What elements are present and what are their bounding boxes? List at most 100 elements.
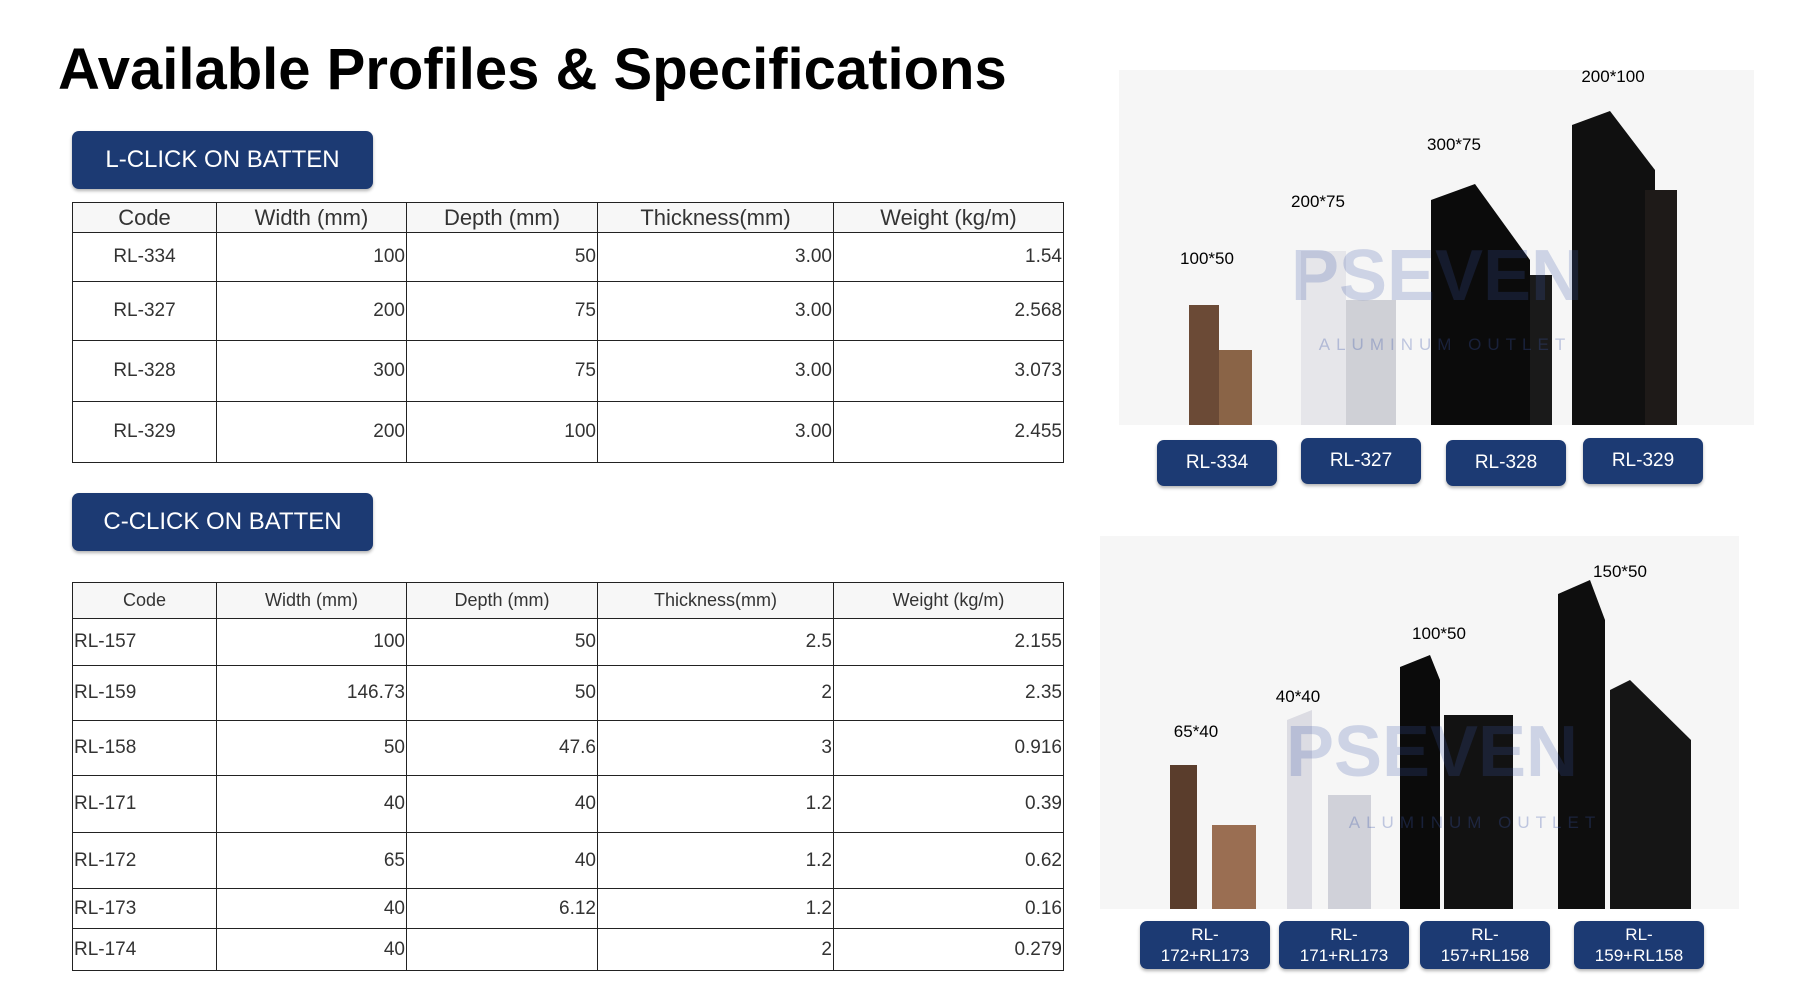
table-cell: 40 (216, 888, 407, 929)
table-cell: RL-158 (72, 720, 217, 776)
watermark-text: PSEVEN (1291, 236, 1583, 316)
table-cell: 47.6 (406, 720, 598, 776)
table-cell: RL-329 (72, 401, 217, 463)
table-cell: 200 (216, 401, 407, 463)
watermark-sub: ALUMINUM OUTLET (1349, 813, 1601, 832)
table-cell: RL-174 (72, 928, 217, 971)
header-row: Code Width (mm) Depth (mm) Thickness(mm) Wei… (72, 582, 1064, 619)
table-cell: 0.62 (833, 832, 1064, 889)
table-cell: 2.455 (833, 401, 1064, 463)
table-cell: 50 (216, 720, 407, 776)
table-cell: 3.00 (597, 401, 834, 463)
product-code: RL-171+RL173 (1279, 921, 1409, 969)
dimension-label: 200*100 (1581, 67, 1644, 86)
watermark: PSEVEN ALUMINUM OUTLET PSEVEN ALUMINUM OUTL… (1286, 236, 1601, 832)
table-cell: 2 (597, 928, 834, 971)
watermark-text: PSEVEN (1286, 712, 1578, 792)
table-cell: 100 (216, 232, 407, 282)
column-header: Depth (mm) (406, 202, 598, 233)
spec-table: Code Width (mm) Depth (mm) Thickness(mm) Wei… (72, 202, 1064, 463)
table-cell: 0.916 (833, 720, 1064, 776)
table-cell: 40 (406, 775, 598, 833)
product-code: RL-334 (1157, 440, 1277, 486)
section-label: L-CLICK ON BATTEN (72, 131, 373, 189)
table-row: RL-327 200 75 3.00 2.568 (72, 281, 1064, 341)
table-cell: 40 (216, 775, 407, 833)
dimension-label: 200*75 (1291, 192, 1345, 211)
table-row: RL-173 40 6.12 1.2 0.16 (72, 888, 1064, 929)
table-cell: 50 (406, 618, 598, 666)
table-cell: 40 (216, 928, 407, 971)
dimension-label: 300*75 (1427, 135, 1481, 154)
table-cell: 65 (216, 832, 407, 889)
table-cell: 2.568 (833, 281, 1064, 341)
table-cell: 0.39 (833, 775, 1064, 833)
table-row: RL-174 40 2 0.279 (72, 928, 1064, 971)
table-row: RL-329 200 100 3.00 2.455 (72, 401, 1064, 463)
table-cell: 0.16 (833, 888, 1064, 929)
table-cell: 50 (406, 232, 598, 282)
product-code: RL-329 (1583, 438, 1703, 484)
table-cell: 100 (216, 618, 407, 666)
title: Available Profiles & Specifications (58, 37, 1007, 102)
table-cell: 3.00 (597, 232, 834, 282)
table-cell: 2.155 (833, 618, 1064, 666)
table-cell: 200 (216, 281, 407, 341)
table-cell: 1.2 (597, 775, 834, 833)
column-header: Code (72, 582, 217, 619)
column-header: Weight (kg/m) (833, 202, 1064, 233)
dimension-label: 100*50 (1412, 624, 1466, 643)
product-code: RL-328 (1446, 440, 1566, 486)
dimension-label: 65*40 (1174, 722, 1218, 741)
product-code: RL-159+RL158 (1574, 921, 1704, 969)
column-header: Width (mm) (216, 202, 407, 233)
column-header: Code (72, 202, 217, 233)
table-cell (406, 928, 598, 971)
table-cell: RL-173 (72, 888, 217, 929)
table-cell: 1.2 (597, 832, 834, 889)
watermark-sub: ALUMINUM OUTLET (1319, 335, 1571, 354)
table-cell: 50 (406, 665, 598, 721)
table-cell: RL-159 (72, 665, 217, 721)
table-cell: 3.073 (833, 340, 1064, 402)
table-cell: 6.12 (406, 888, 598, 929)
table-cell: RL-327 (72, 281, 217, 341)
column-header: Thickness(mm) (597, 582, 834, 619)
table-cell: 0.279 (833, 928, 1064, 971)
table-cell: 40 (406, 832, 598, 889)
dimension-label: 100*50 (1180, 249, 1234, 268)
table-row: RL-159 146.73 50 2 2.35 (72, 665, 1064, 721)
table-cell: 2 (597, 665, 834, 721)
column-header: Weight (kg/m) (833, 582, 1064, 619)
table-row: RL-171 40 40 1.2 0.39 (72, 775, 1064, 833)
header-row: Code Width (mm) Depth (mm) Thickness(mm) Wei… (72, 202, 1064, 233)
table-cell: 2.5 (597, 618, 834, 666)
dimension-label: 40*40 (1276, 687, 1320, 706)
column-header: Width (mm) (216, 582, 407, 619)
table-cell: 1.2 (597, 888, 834, 929)
table-cell: 1.54 (833, 232, 1064, 282)
table-cell: 75 (406, 340, 598, 402)
table-cell: 3.00 (597, 281, 834, 341)
table-cell: 146.73 (216, 665, 407, 721)
table-row: RL-334 100 50 3.00 1.54 (72, 232, 1064, 282)
table-cell: 3 (597, 720, 834, 776)
table-cell: 100 (406, 401, 598, 463)
table-cell: RL-171 (72, 775, 217, 833)
column-header: Depth (mm) (406, 582, 598, 619)
dimension-label: 150*50 (1593, 562, 1647, 581)
table-row: RL-157 100 50 2.5 2.155 (72, 618, 1064, 666)
table-cell: RL-328 (72, 340, 217, 402)
product-code: RL-157+RL158 (1420, 921, 1550, 969)
column-header: Thickness(mm) (597, 202, 834, 233)
table-cell: RL-157 (72, 618, 217, 666)
table-cell: RL-172 (72, 832, 217, 889)
profiles (1170, 111, 1691, 909)
product-code: RL-172+RL173 (1140, 921, 1270, 969)
spec-table: Code Width (mm) Depth (mm) Thickness(mm) Wei… (72, 582, 1064, 971)
table-cell: 2.35 (833, 665, 1064, 721)
table-cell: RL-334 (72, 232, 217, 282)
product-code: RL-327 (1301, 438, 1421, 484)
